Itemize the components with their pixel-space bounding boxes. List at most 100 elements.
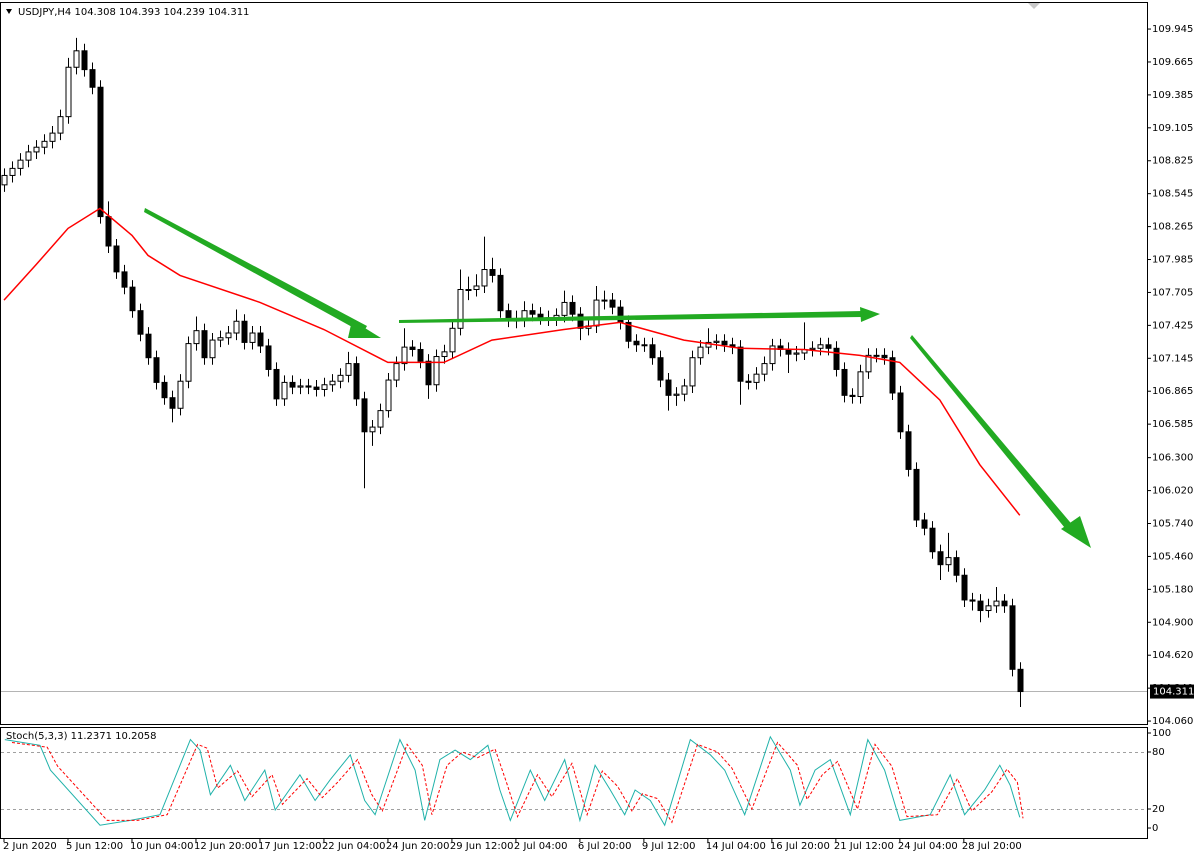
last-price-label: 104.311 bbox=[1153, 687, 1194, 698]
y-tick-label: 108.265 bbox=[1152, 222, 1193, 233]
candle-body bbox=[913, 468, 920, 521]
candle-body bbox=[817, 344, 824, 349]
candle-body bbox=[833, 347, 840, 370]
candle-body bbox=[401, 346, 408, 365]
candle-body bbox=[849, 394, 856, 398]
candle-body bbox=[457, 289, 464, 329]
x-tick-label: 22 Jun 04:00 bbox=[322, 841, 386, 852]
x-tick-label: 10 Jun 04:00 bbox=[130, 841, 194, 852]
stoch-panel bbox=[0, 727, 1148, 839]
candle-body bbox=[753, 373, 760, 383]
candle-body bbox=[65, 66, 72, 118]
candle-body bbox=[793, 352, 800, 355]
candle-body bbox=[449, 327, 456, 353]
candle-body bbox=[745, 380, 752, 383]
y-tick-label: 104.900 bbox=[1152, 617, 1193, 628]
candle-body bbox=[265, 345, 272, 370]
candle-body bbox=[889, 357, 896, 394]
symbol-header: USDJPY,H4 104.308 104.393 104.239 104.31… bbox=[18, 7, 249, 18]
candle-body bbox=[721, 340, 728, 346]
candle-body bbox=[353, 363, 360, 400]
x-tick-label: 2 Jul 04:00 bbox=[514, 841, 568, 852]
y-tick-label: 107.145 bbox=[1152, 353, 1193, 364]
candle-body bbox=[769, 345, 776, 365]
candle-body bbox=[713, 340, 720, 343]
y-tick-label: 106.585 bbox=[1152, 419, 1193, 430]
candle-body bbox=[201, 330, 208, 359]
candle-body bbox=[273, 368, 280, 400]
arrow-head bbox=[348, 320, 381, 338]
price-panel bbox=[0, 2, 1148, 725]
stoch-header: Stoch(5,3,3) 11.2371 10.2058 bbox=[6, 731, 157, 742]
y-tick-label: 80 bbox=[1152, 747, 1165, 758]
candle-body bbox=[337, 374, 344, 382]
candle-body bbox=[241, 320, 248, 343]
candle-body bbox=[89, 69, 96, 88]
candle-body bbox=[465, 289, 472, 292]
y-tick-label: 108.545 bbox=[1152, 189, 1193, 200]
candle-body bbox=[689, 357, 696, 387]
candle-body bbox=[185, 343, 192, 382]
candle-body bbox=[665, 379, 672, 396]
y-tick-label: 107.985 bbox=[1152, 255, 1193, 266]
candle-body bbox=[825, 344, 832, 349]
candle-body bbox=[873, 354, 880, 357]
candle-body bbox=[697, 346, 704, 359]
candle-body bbox=[321, 384, 328, 390]
candle-body bbox=[17, 159, 24, 169]
y-tick-label: 108.825 bbox=[1152, 156, 1193, 167]
candle-body bbox=[977, 600, 984, 612]
arrow-head bbox=[1061, 516, 1091, 548]
shift-marker bbox=[1028, 3, 1040, 9]
candle-body bbox=[473, 285, 480, 291]
x-tick-label: 2 Jun 2020 bbox=[3, 841, 57, 852]
candle-body bbox=[881, 354, 888, 359]
candle-body bbox=[657, 357, 664, 381]
x-tick-label: 12 Jun 20:00 bbox=[194, 841, 258, 852]
candle-body bbox=[481, 269, 488, 287]
trend-arrows bbox=[144, 208, 1091, 548]
candle-body bbox=[169, 397, 176, 409]
candle-body bbox=[985, 605, 992, 612]
x-tick-label: 14 Jul 04:00 bbox=[706, 841, 766, 852]
y-tick-label: 0 bbox=[1152, 823, 1158, 834]
candle-body bbox=[193, 330, 200, 345]
x-tick-label: 21 Jul 12:00 bbox=[834, 841, 894, 852]
arrow-head bbox=[860, 307, 880, 322]
candle-body bbox=[921, 519, 928, 529]
candle-body bbox=[737, 346, 744, 382]
candle-body bbox=[761, 363, 768, 375]
candle-body bbox=[841, 368, 848, 396]
candle-body bbox=[937, 551, 944, 566]
x-tick-label: 5 Jun 12:00 bbox=[66, 841, 123, 852]
candle-body bbox=[625, 321, 632, 342]
candle-body bbox=[681, 385, 688, 395]
trend-arrow-down bbox=[144, 208, 367, 333]
candle-body bbox=[953, 557, 960, 576]
candle-body bbox=[961, 574, 968, 601]
candle-body bbox=[297, 385, 304, 388]
symbol-menu-icon[interactable] bbox=[6, 9, 12, 14]
candle-body bbox=[25, 151, 32, 161]
candle-body bbox=[369, 426, 376, 433]
candle-body bbox=[81, 50, 88, 71]
candle-body bbox=[257, 332, 264, 347]
x-tick-label: 17 Jun 12:00 bbox=[258, 841, 322, 852]
candle-body bbox=[121, 271, 128, 288]
last-price-box bbox=[1150, 684, 1194, 699]
candle-body bbox=[433, 356, 440, 386]
candle-body bbox=[809, 347, 816, 350]
candle-body bbox=[209, 339, 216, 359]
candle-body bbox=[577, 313, 584, 329]
candle-body bbox=[281, 381, 288, 400]
candle-body bbox=[97, 86, 104, 218]
candle-body bbox=[385, 379, 392, 412]
candle-body bbox=[217, 337, 224, 341]
y-tick-label: 107.425 bbox=[1152, 320, 1193, 331]
candle-body bbox=[785, 348, 792, 355]
candle-body bbox=[57, 116, 64, 134]
candle-body bbox=[417, 348, 424, 362]
candle-body bbox=[673, 393, 680, 396]
